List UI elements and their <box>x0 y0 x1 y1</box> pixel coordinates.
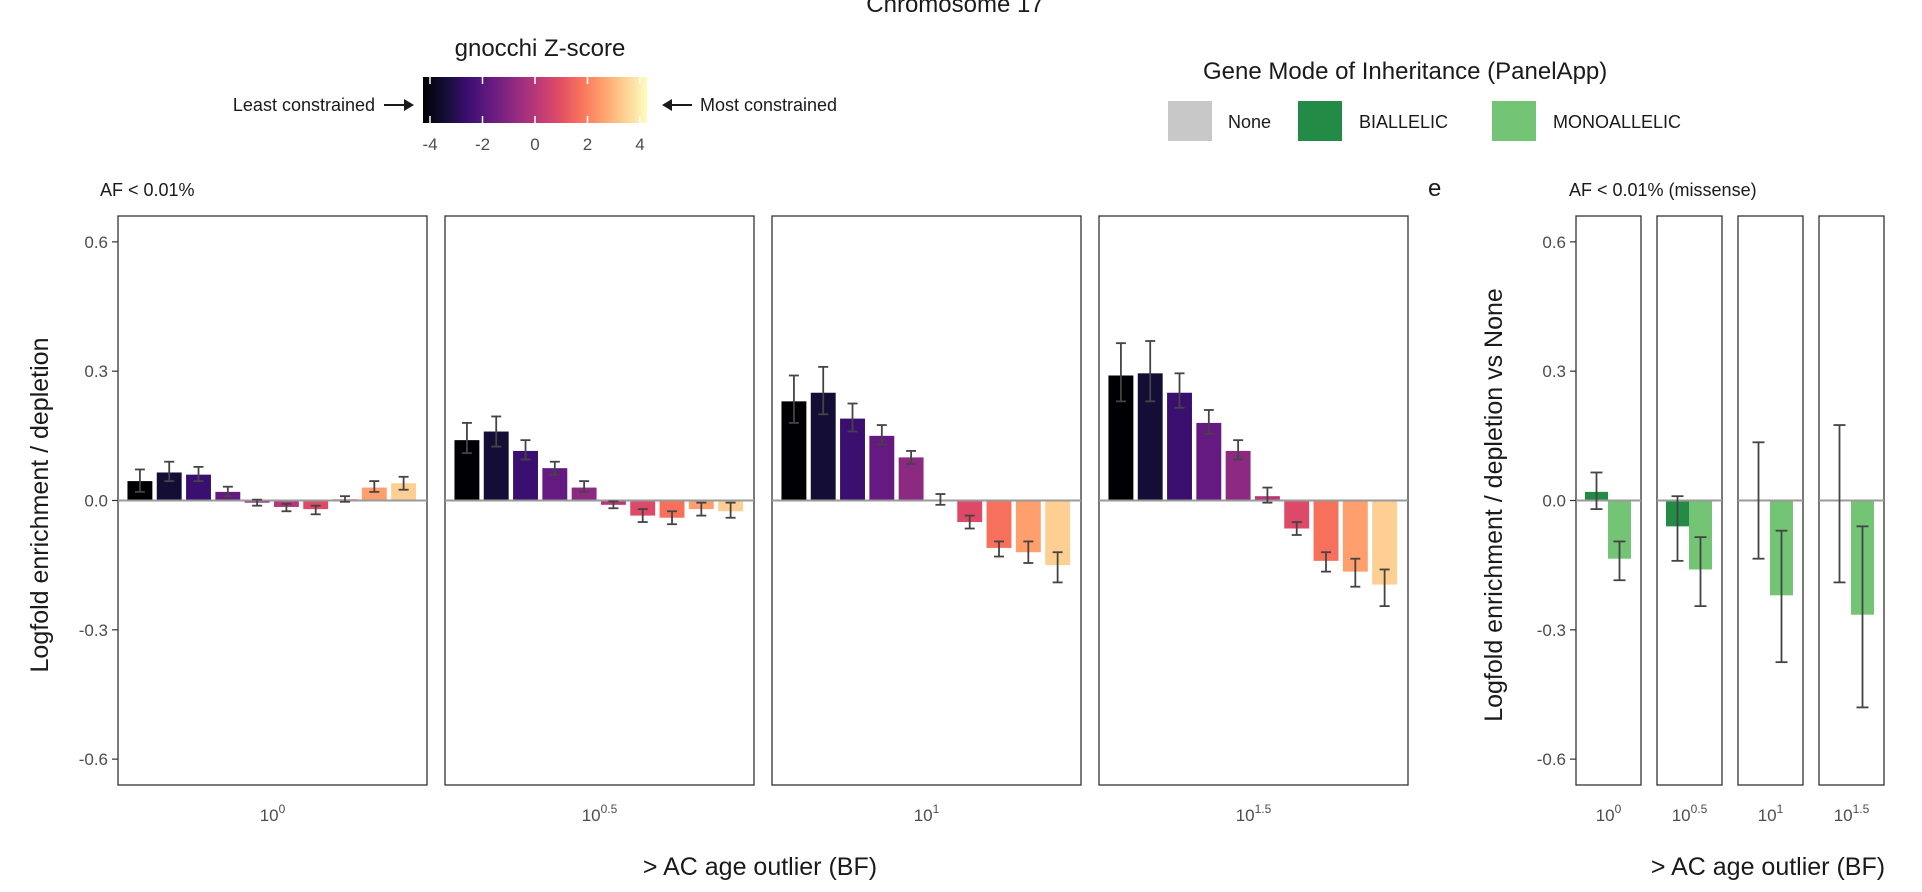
legend-swatch-none <box>1168 101 1212 141</box>
legend-moi-title: Gene Mode of Inheritance (PanelApp) <box>1203 58 1607 85</box>
facet-x-label-exponent: 0.5 <box>601 802 618 816</box>
legend-right-label: Most constrained <box>700 95 837 115</box>
facet-x-label: 101.5 <box>1236 802 1272 825</box>
bar <box>1167 392 1192 501</box>
bar <box>957 500 983 523</box>
x-axis-title-right: > AC age outlier (BF) <box>1651 853 1885 881</box>
x-axis-title-left: > AC age outlier (BF) <box>643 853 877 881</box>
y-tick-label: -0.6 <box>1537 750 1566 769</box>
facet-x-label-base: 10 <box>1672 806 1691 825</box>
facet-x-label-exponent: 1.5 <box>1853 802 1870 816</box>
facet-x-label: 100 <box>260 802 286 825</box>
y-axis-title-left: Logfold enrichment / depletion <box>26 338 54 673</box>
bar <box>1608 500 1631 559</box>
y-tick-label: 0.6 <box>84 233 108 252</box>
facet-panel: 100 <box>1575 215 1642 825</box>
facet-x-label-base: 10 <box>260 806 279 825</box>
y-axis-title-right: Logfold enrichment / depletion vs None <box>1480 288 1508 722</box>
bar <box>630 500 656 516</box>
facet-panel: 101 <box>771 215 1082 825</box>
y-tick-label: -0.3 <box>79 621 108 640</box>
facet-x-label-base: 10 <box>582 806 601 825</box>
figure-title: Chromosome 17 <box>866 0 1043 18</box>
facet-panel: 101 <box>1737 215 1804 825</box>
bar <box>1313 500 1339 561</box>
y-tick-label: -0.3 <box>1537 621 1566 640</box>
legend-gnocchi-title: gnocchi Z-score <box>455 35 626 62</box>
facet-x-label-base: 10 <box>1596 806 1615 825</box>
legend-label-biallelic: BIALLELIC <box>1359 112 1448 132</box>
legend-colorbar-ticks: -4 -2 0 2 4 <box>422 77 645 154</box>
y-tick-label: 0.3 <box>84 362 108 381</box>
y-tick-label: -0.6 <box>79 750 108 769</box>
facet-x-label-exponent: 1.5 <box>1255 802 1272 816</box>
legend-gnocchi: gnocchi Z-score -4 -2 0 2 4 Least constraine… <box>233 35 837 154</box>
panel-label-left: AF < 0.01% <box>100 180 195 200</box>
bar <box>1689 500 1712 570</box>
legend-swatch-biallelic <box>1298 101 1342 141</box>
facet-x-label-exponent: 1 <box>1777 802 1784 816</box>
facet-panel: 100.5 <box>1656 215 1723 825</box>
facet-x-label-exponent: 1 <box>933 802 940 816</box>
bar <box>1196 422 1222 501</box>
colorbar-tick-label: 4 <box>635 135 644 154</box>
facet-x-label-base: 10 <box>1236 806 1255 825</box>
facet-x-label: 101 <box>914 802 940 825</box>
facet-x-label-base: 10 <box>1758 806 1777 825</box>
facet-panel: 100.5 <box>444 215 755 825</box>
panel-letter-e: e <box>1428 175 1441 202</box>
bar <box>986 500 1012 548</box>
colorbar-tick-label: 0 <box>530 135 539 154</box>
facet-x-label: 100 <box>1596 802 1622 825</box>
legend-swatch-monoallelic <box>1492 101 1536 141</box>
legend-label-monoallelic: MONOALLELIC <box>1553 112 1681 132</box>
facet-x-label-base: 10 <box>914 806 933 825</box>
bar <box>659 500 685 518</box>
legend-left-label: Least constrained <box>233 95 375 115</box>
facet-panel: 101.5 <box>1818 215 1885 825</box>
facet-panel: 100 <box>117 215 428 825</box>
facet-x-label-exponent: 0 <box>1615 802 1622 816</box>
legend-moi: Gene Mode of Inheritance (PanelApp) None… <box>1168 58 1681 141</box>
colorbar-tick-label: -4 <box>422 135 437 154</box>
bar <box>361 487 387 501</box>
facet-x-label: 101.5 <box>1834 802 1870 825</box>
colorbar-tick-label: -2 <box>475 135 490 154</box>
arrow-right-icon <box>384 99 414 111</box>
bar <box>869 435 895 501</box>
colorbar-tick-label: 2 <box>583 135 592 154</box>
facet-panel: 101.5 <box>1098 215 1409 825</box>
legend-colorbar <box>423 77 647 123</box>
facet-x-label: 100.5 <box>582 802 618 825</box>
panel-label-right: AF < 0.01% (missense) <box>1569 180 1757 200</box>
facet-x-label: 100.5 <box>1672 802 1708 825</box>
y-tick-label: 0.0 <box>1542 492 1566 511</box>
facet-x-label-exponent: 0 <box>279 802 286 816</box>
y-tick-label: 0.6 <box>1542 233 1566 252</box>
y-tick-label: 0.0 <box>84 492 108 511</box>
bar <box>391 483 417 501</box>
bar <box>571 487 597 501</box>
legend-label-none: None <box>1228 112 1271 132</box>
facet-x-label-exponent: 0.5 <box>1691 802 1708 816</box>
facet-x-label-base: 10 <box>1834 806 1853 825</box>
y-tick-label: 0.3 <box>1542 362 1566 381</box>
arrow-left-icon <box>662 99 692 111</box>
facet-x-label: 101 <box>1758 802 1784 825</box>
